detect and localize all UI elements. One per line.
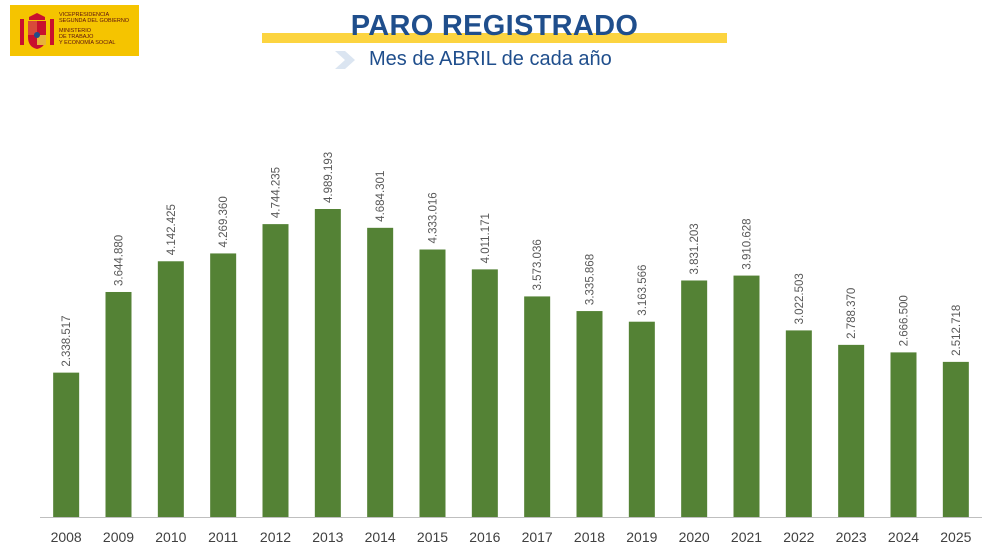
x-tick-label: 2016	[469, 529, 500, 545]
bar-2017	[524, 296, 551, 517]
data-label: 4.989.193	[323, 152, 335, 203]
x-tick-labels: 2008 2009 2010 2011 2012 2013 2014 2015 2016 2017…	[51, 529, 972, 545]
logo-line: de Trabajo	[59, 33, 94, 40]
government-logo: Vicepresidencia Segunda del Gobierno Min…	[10, 5, 139, 56]
bar-2024	[890, 352, 917, 517]
x-tick-label: 2012	[260, 529, 291, 545]
data-label: 4.333.016	[428, 192, 440, 243]
data-label: 3.163.566	[637, 265, 649, 316]
bar-2014	[367, 227, 394, 517]
x-tick-label: 2009	[103, 529, 134, 545]
data-labels: 2.338.517 3.644.880 4.142.425 4.269.360 4.74…	[61, 152, 963, 367]
data-label: 3.335.868	[585, 254, 597, 305]
bar-series	[53, 209, 969, 518]
x-tick-label: 2017	[522, 529, 553, 545]
data-label: 2.788.370	[846, 288, 858, 339]
bar-2019	[628, 321, 655, 517]
bar-2010	[157, 261, 184, 517]
data-label: 3.644.880	[114, 235, 126, 286]
x-tick-label: 2010	[155, 529, 186, 545]
bar-2013	[314, 209, 341, 517]
x-tick-label: 2020	[679, 529, 710, 545]
bar-2020	[681, 280, 708, 517]
bar-2011	[210, 253, 237, 518]
data-label: 3.910.628	[742, 218, 754, 269]
x-tick-label: 2015	[417, 529, 448, 545]
data-label: 4.684.301	[375, 171, 387, 222]
data-label: 3.022.503	[794, 273, 806, 324]
logo-line: Vicepresidencia	[59, 12, 110, 18]
logo-text: Vicepresidencia Segunda del Gobierno Min…	[59, 12, 137, 46]
logo-line: Ministerio	[59, 27, 92, 34]
x-tick-label: 2025	[940, 529, 971, 545]
bar-2016	[471, 269, 498, 517]
spain-coat-of-arms-icon	[20, 13, 54, 49]
x-tick-label: 2023	[836, 529, 867, 545]
data-label: 4.744.235	[271, 167, 283, 218]
title-highlight-band	[262, 33, 727, 43]
chart-subtitle: Mes de ABRIL de cada año	[369, 48, 612, 70]
x-tick-label: 2021	[731, 529, 762, 545]
x-tick-label: 2011	[208, 529, 238, 545]
x-tick-label: 2018	[574, 529, 605, 545]
bar-2008	[53, 372, 80, 517]
x-tick-label: 2024	[888, 529, 919, 545]
bar-2015	[419, 249, 446, 517]
data-label: 4.142.425	[166, 204, 178, 255]
x-tick-label: 2008	[51, 529, 82, 545]
logo-line: Segunda del Gobierno	[59, 18, 130, 25]
x-tick-label: 2013	[312, 529, 343, 545]
bar-2012	[262, 224, 289, 517]
bar-2009	[105, 291, 132, 517]
x-tick-label: 2019	[626, 529, 657, 545]
bar-2018	[576, 311, 603, 517]
data-label: 4.011.171	[480, 213, 492, 263]
bar-2023	[838, 344, 865, 517]
data-label: 3.573.036	[532, 239, 544, 290]
bar-2022	[785, 330, 812, 517]
data-label: 2.512.718	[951, 305, 963, 356]
bar-2025	[942, 361, 969, 517]
data-label: 3.831.203	[689, 223, 701, 274]
logo-line: y Economía Social	[59, 40, 116, 47]
chart-title: PARO REGISTRADO	[350, 10, 639, 42]
bar-2021	[733, 275, 760, 517]
x-tick-label: 2022	[783, 529, 814, 545]
data-label: 4.269.360	[218, 196, 230, 247]
chevron-right-icon	[335, 51, 355, 69]
data-label: 2.666.500	[899, 295, 911, 346]
data-label: 2.338.517	[61, 315, 73, 366]
x-tick-label: 2014	[365, 529, 396, 545]
